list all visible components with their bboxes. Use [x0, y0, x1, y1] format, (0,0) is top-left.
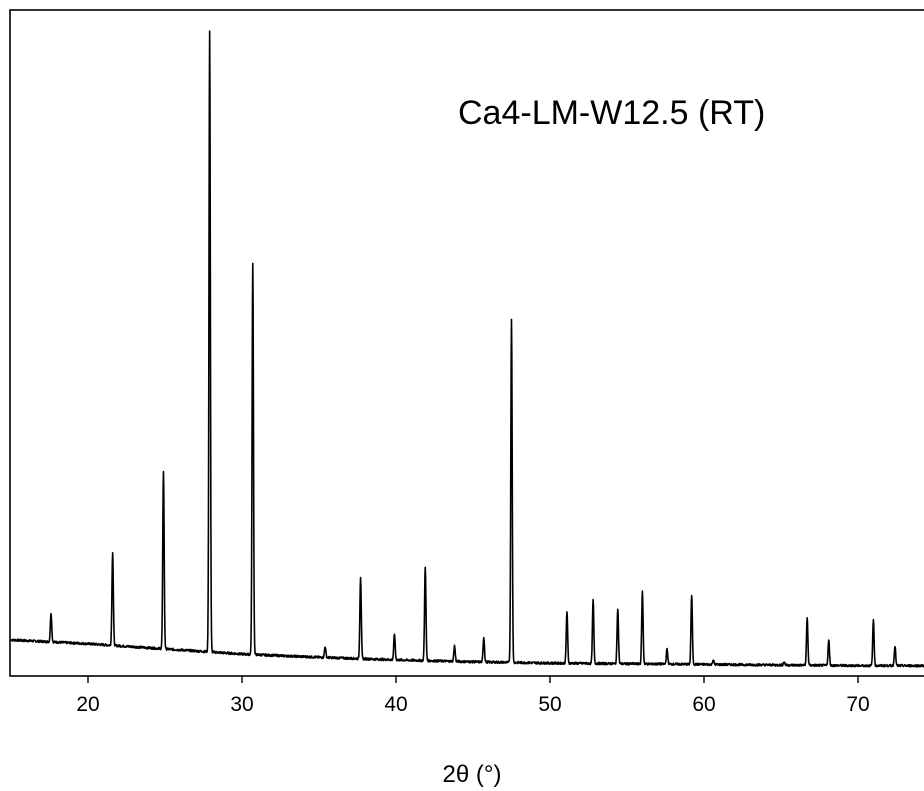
plot-frame: [9, 9, 924, 677]
x-tick-label-50: 50: [538, 693, 561, 716]
x-axis-tick-labels: 20 30 40 50 60 70: [76, 693, 869, 716]
x-axis-ticks: [87, 676, 859, 683]
x-tick-label-40: 40: [384, 693, 407, 716]
sample-annotation: Ca4-LM-W12.5 (RT): [458, 94, 765, 132]
x-tick-label-20: 20: [76, 693, 99, 716]
x-tick-label-70: 70: [846, 693, 869, 716]
x-tick-label-30: 30: [230, 693, 253, 716]
x-tick-label-60: 60: [692, 693, 715, 716]
diffraction-pattern-line: [10, 30, 924, 668]
x-axis-title: 2θ (°): [443, 761, 502, 788]
